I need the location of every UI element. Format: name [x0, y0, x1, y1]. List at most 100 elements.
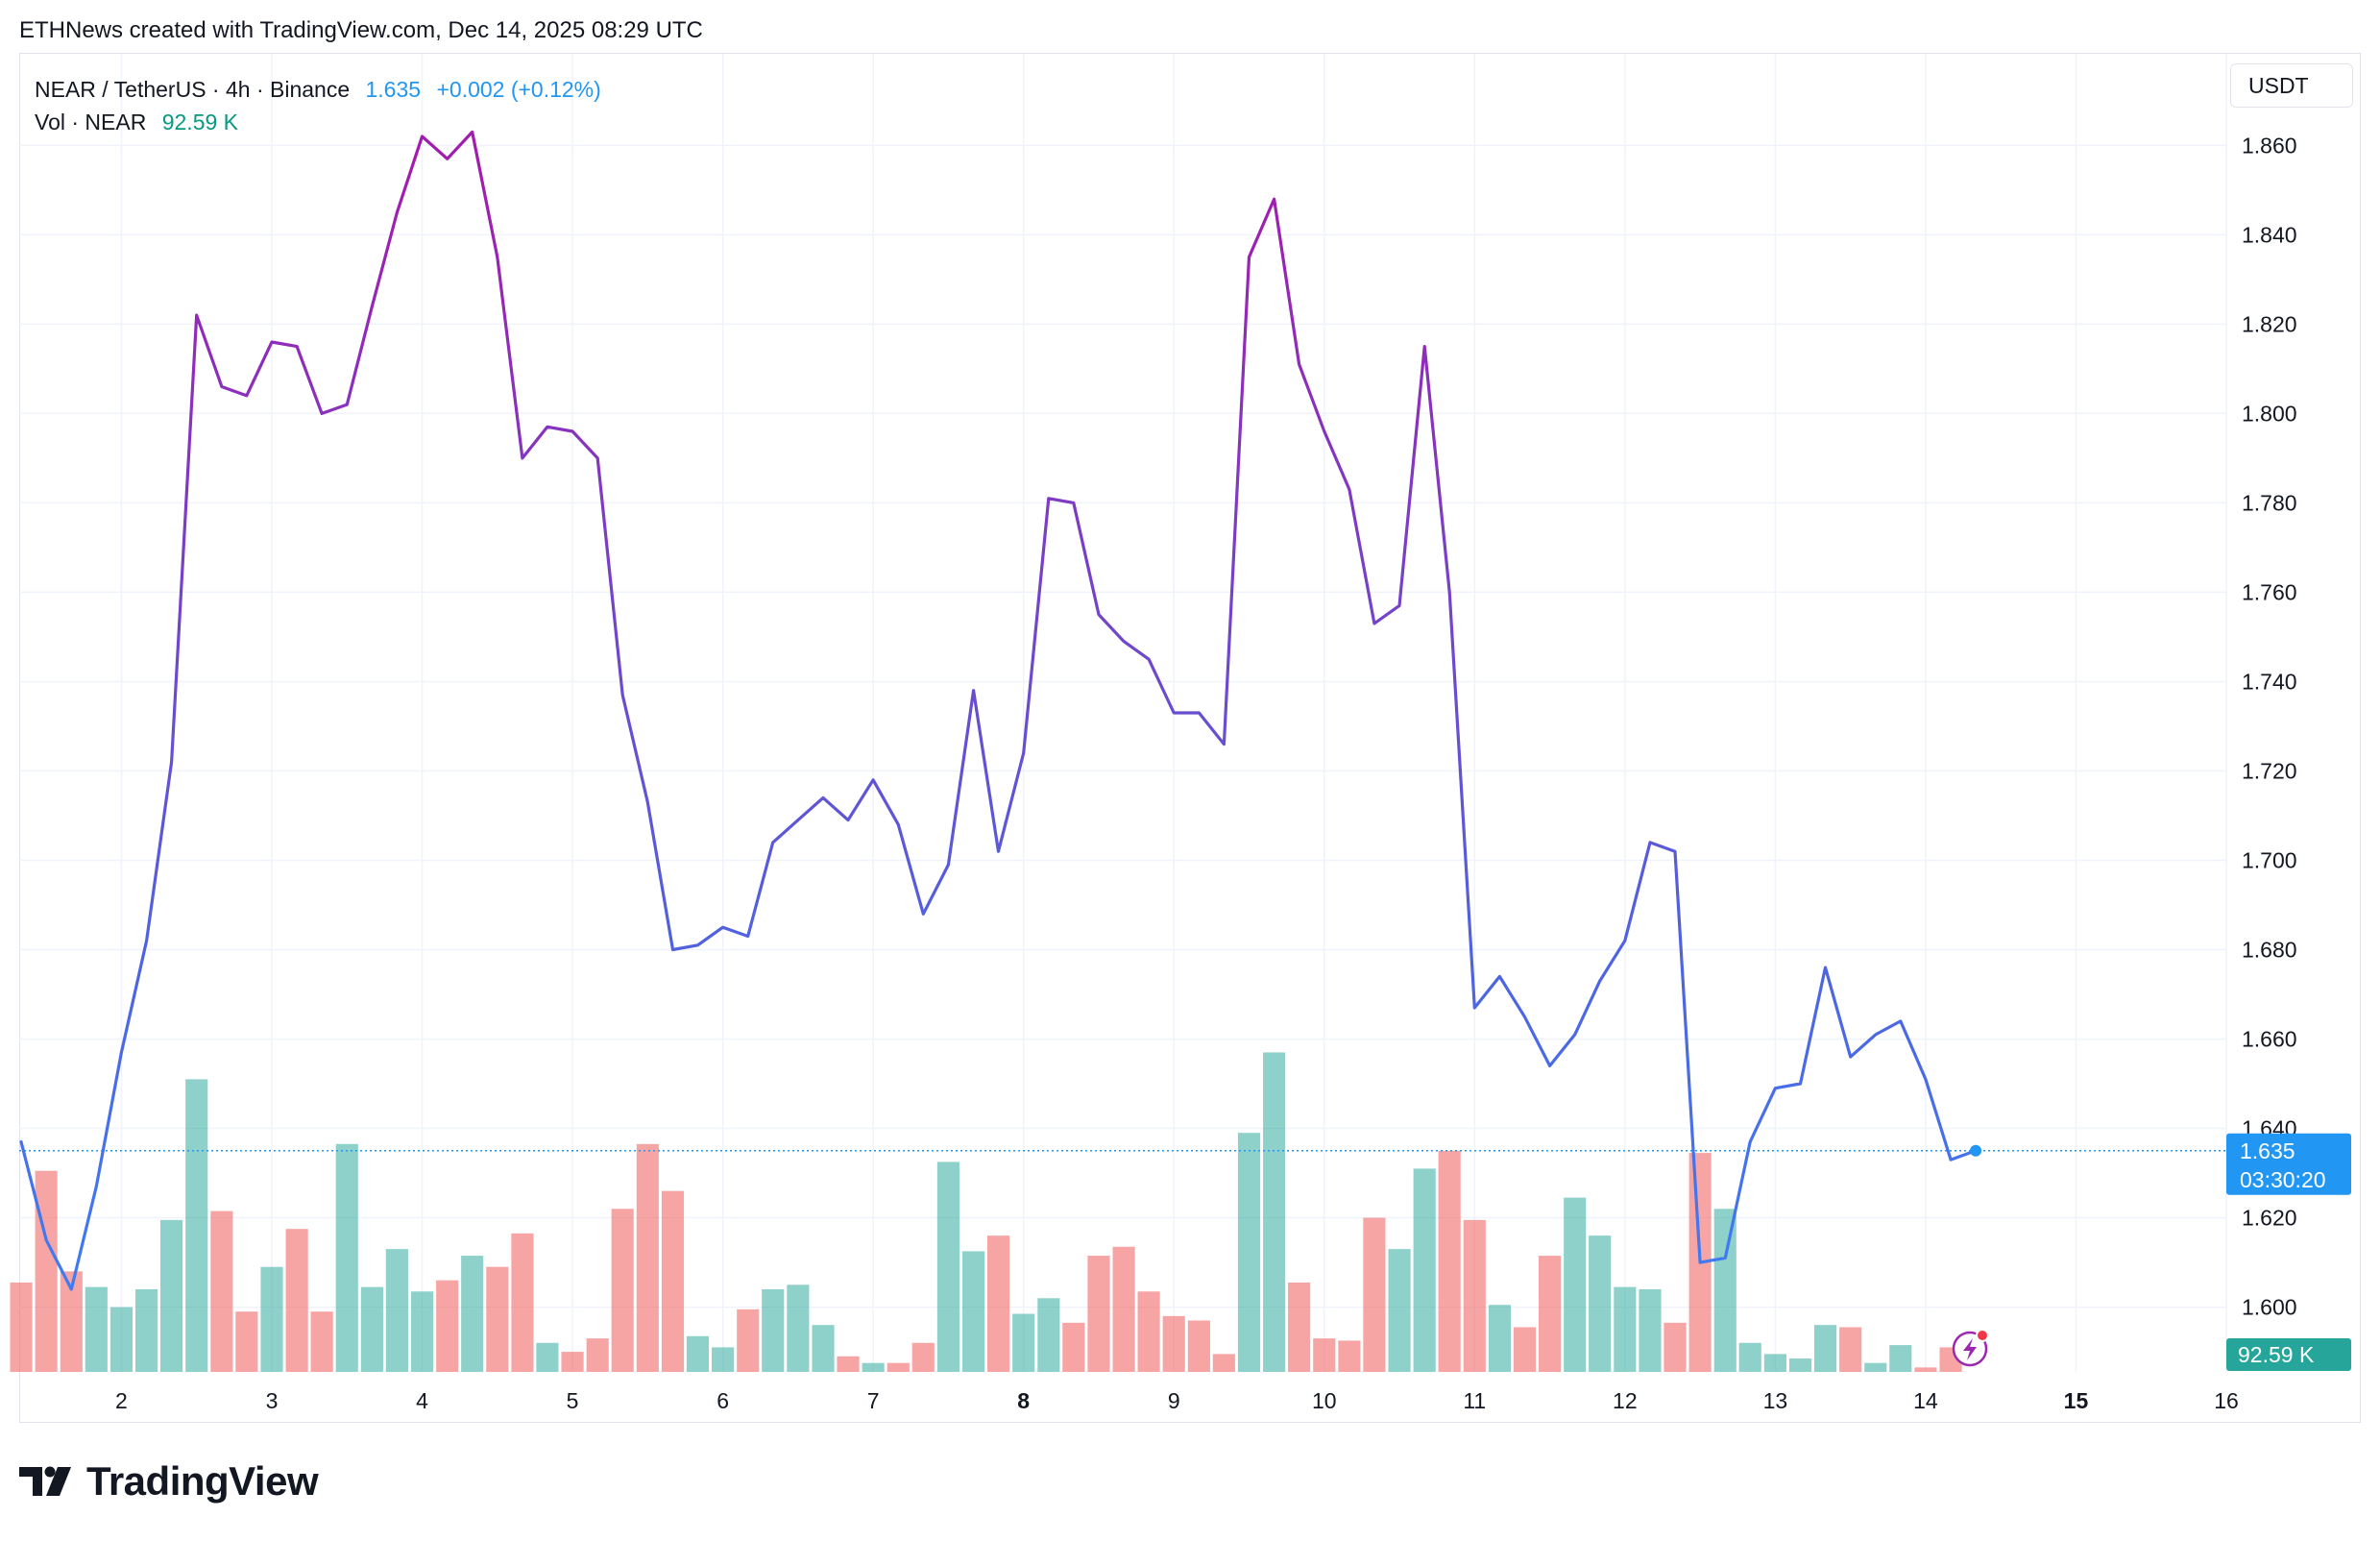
x-tick-label: 2 — [115, 1388, 128, 1413]
currency-button[interactable]: USDT — [2230, 63, 2353, 108]
volume-tag: 92.59 K — [2226, 1338, 2351, 1371]
legend-volume-value: 92.59 K — [161, 110, 239, 135]
x-tick-label: 3 — [266, 1388, 279, 1413]
volume-bar — [235, 1311, 258, 1372]
volume-bar — [1463, 1219, 1486, 1372]
volume-bar — [1187, 1320, 1210, 1372]
volume-bar — [486, 1266, 509, 1372]
chart-legend: NEAR / TetherUS · 4h · Binance 1.635 +0.… — [35, 73, 601, 138]
volume-bar — [1137, 1291, 1160, 1372]
volume-bar — [85, 1286, 108, 1372]
volume-bar — [886, 1362, 910, 1372]
volume-bar — [1813, 1325, 1837, 1372]
volume-bar — [461, 1256, 484, 1372]
x-axis[interactable]: 2 3 4 5 6 7 8 9 10 11 12 13 14 15 16 — [115, 1388, 2239, 1413]
x-tick-label: 4 — [416, 1388, 428, 1413]
volume-bar — [10, 1282, 33, 1372]
volume-bar — [686, 1335, 710, 1372]
volume-bar — [335, 1143, 358, 1372]
volume-bar — [1413, 1168, 1436, 1372]
volume-bar — [210, 1211, 233, 1372]
y-tick-label: 1.800 — [2242, 401, 2297, 426]
legend-volume-row[interactable]: Vol · NEAR 92.59 K — [35, 106, 601, 138]
volume-bar — [1713, 1209, 1736, 1372]
y-tick-label: 1.720 — [2242, 758, 2297, 783]
volume-bar — [1338, 1340, 1361, 1372]
brand-name: TradingView — [86, 1458, 319, 1504]
volume-bar — [762, 1288, 785, 1372]
volume-bar — [862, 1362, 885, 1372]
volume-bars — [10, 1052, 1962, 1372]
volume-bar — [1363, 1217, 1386, 1372]
volume-bar — [1564, 1197, 1587, 1372]
chart-frame[interactable] — [19, 53, 2361, 1423]
volume-bar — [1864, 1362, 1887, 1372]
volume-bar — [35, 1170, 58, 1372]
x-tick-label: 15 — [2064, 1388, 2089, 1413]
legend-change: +0.002 (+0.12%) — [436, 77, 601, 102]
volume-bar — [1313, 1338, 1336, 1372]
volume-bar — [1087, 1256, 1110, 1372]
x-tick-label: 9 — [1168, 1388, 1180, 1413]
y-axis[interactable]: 1.6001.6201.6401.6601.6801.7001.7201.740… — [2242, 133, 2297, 1319]
last-price-tag-countdown: 03:30:20 — [2240, 1167, 2326, 1192]
volume-bar — [310, 1311, 333, 1372]
volume-bar — [1162, 1315, 1185, 1372]
x-tick-label: 13 — [1763, 1388, 1788, 1413]
notification-dot-icon — [1976, 1329, 1989, 1342]
volume-bar — [936, 1162, 959, 1372]
volume-bar — [536, 1342, 559, 1372]
volume-bar — [611, 1209, 634, 1372]
lightning-button[interactable] — [1952, 1329, 1989, 1367]
volume-bar — [1763, 1354, 1786, 1372]
volume-bar — [385, 1249, 408, 1372]
x-tick-label: 14 — [1913, 1388, 1938, 1413]
x-tick-label: 7 — [867, 1388, 880, 1413]
volume-bar — [561, 1352, 584, 1372]
y-tick-label: 1.740 — [2242, 669, 2297, 694]
volume-bar — [1037, 1298, 1060, 1372]
volume-bar — [285, 1229, 308, 1372]
price-line — [19, 130, 1978, 1291]
volume-bar — [986, 1235, 1010, 1372]
volume-tag-value: 92.59 K — [2238, 1342, 2315, 1367]
last-price-tag-price: 1.635 — [2240, 1138, 2295, 1163]
last-price-point — [1970, 1144, 1982, 1157]
volume-bar — [661, 1190, 685, 1372]
y-tick-label: 1.600 — [2242, 1295, 2297, 1320]
x-tick-label: 10 — [1312, 1388, 1337, 1413]
volume-bar — [1062, 1322, 1085, 1372]
x-tick-label: 8 — [1017, 1388, 1030, 1413]
x-tick-label: 11 — [1463, 1388, 1486, 1413]
volume-bar — [185, 1079, 208, 1372]
volume-bar — [511, 1233, 534, 1372]
volume-bar — [712, 1347, 735, 1372]
volume-bar — [1388, 1249, 1411, 1372]
volume-bar — [1738, 1342, 1761, 1372]
volume-bar — [1212, 1354, 1235, 1372]
volume-bar — [812, 1325, 835, 1372]
volume-bar — [1263, 1052, 1286, 1372]
volume-bar — [787, 1284, 810, 1372]
chart-attribution: ETHNews created with TradingView.com, De… — [19, 17, 703, 43]
y-tick-label: 1.860 — [2242, 133, 2297, 158]
x-tick-label: 12 — [1613, 1388, 1638, 1413]
volume-bar — [737, 1309, 760, 1372]
volume-bar — [1237, 1133, 1261, 1372]
y-tick-label: 1.820 — [2242, 311, 2297, 336]
y-tick-label: 1.840 — [2242, 222, 2297, 247]
volume-bar — [1438, 1150, 1461, 1372]
tradingview-brand[interactable]: TradingView — [19, 1458, 319, 1504]
volume-bar — [1012, 1313, 1035, 1372]
legend-pair: NEAR / TetherUS · 4h · Binance — [35, 77, 351, 102]
volume-bar — [1589, 1235, 1612, 1372]
grid-lines — [19, 54, 2227, 1372]
legend-volume-label: Vol · NEAR — [35, 110, 147, 135]
volume-bar — [260, 1266, 283, 1372]
tradingview-logo-icon — [19, 1466, 71, 1496]
y-tick-label: 1.760 — [2242, 579, 2297, 604]
legend-symbol-row[interactable]: NEAR / TetherUS · 4h · Binance 1.635 +0.… — [35, 73, 601, 106]
lightning-icon — [1963, 1338, 1977, 1360]
volume-bar — [410, 1291, 434, 1372]
